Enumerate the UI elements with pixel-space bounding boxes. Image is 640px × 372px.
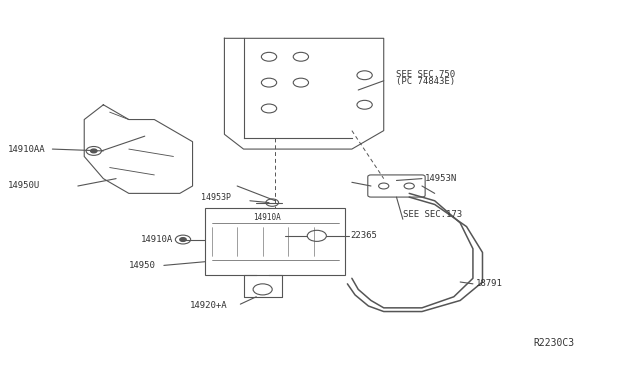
Text: SEE SEC.750: SEE SEC.750 [396,70,456,79]
Text: 14953N: 14953N [425,174,458,183]
Text: 14950: 14950 [129,261,156,270]
Text: 14910A: 14910A [141,235,173,244]
Text: 22365: 22365 [351,231,378,240]
Text: 14953P: 14953P [201,193,231,202]
Text: (PC 74843E): (PC 74843E) [396,77,456,86]
Text: R2230C3: R2230C3 [534,339,575,349]
Text: 14910AA: 14910AA [8,145,45,154]
Circle shape [180,238,186,241]
Text: 18791: 18791 [476,279,503,288]
Circle shape [91,149,97,153]
Bar [205,208,346,275]
Text: 14950U: 14950U [8,182,40,190]
Text: SEE SEC.173: SEE SEC.173 [403,211,462,219]
Text: 14920+A: 14920+A [189,301,227,311]
Text: 14910A: 14910A [253,213,281,222]
